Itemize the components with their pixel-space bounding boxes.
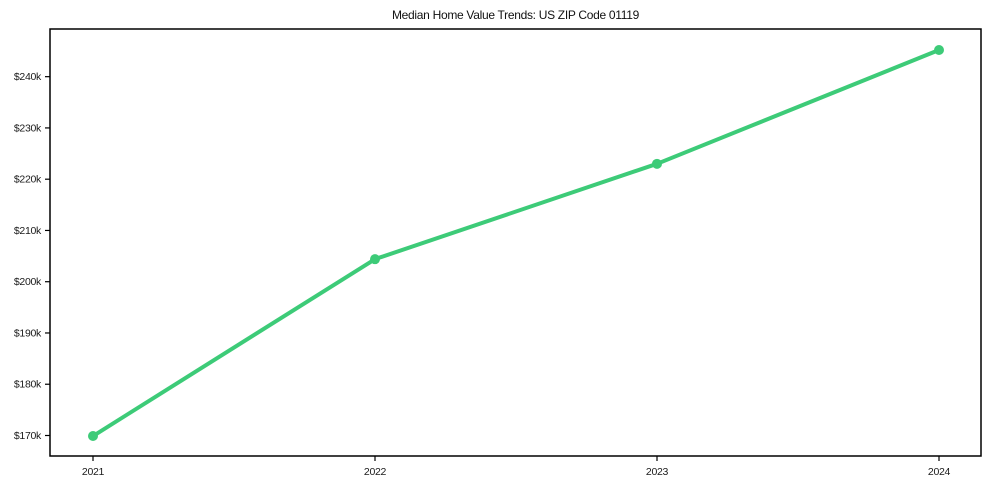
y-tick-label: $170k — [14, 430, 42, 442]
data-point-marker — [652, 158, 662, 169]
x-tick-label: 2021 — [82, 466, 105, 478]
y-tick-label: $200k — [14, 276, 42, 288]
x-tick-label: 2023 — [646, 466, 669, 478]
trend-line — [91, 48, 941, 439]
data-point-marker — [88, 431, 98, 442]
data-point-marker — [934, 45, 944, 56]
y-tick-label: $230k — [14, 122, 42, 134]
y-tick-label: $220k — [14, 174, 42, 186]
y-tick-label: $180k — [14, 379, 42, 391]
data-point-marker — [370, 254, 380, 265]
x-tick-label: 2022 — [364, 466, 387, 478]
y-tick-label: $240k — [14, 71, 42, 83]
x-tick-label: 2024 — [928, 466, 951, 478]
chart-title: Median Home Value Trends: US ZIP Code 01… — [391, 8, 640, 22]
plot-frame — [49, 28, 982, 457]
y-tick-label: $190k — [14, 327, 42, 339]
y-tick-label: $210k — [14, 225, 42, 237]
